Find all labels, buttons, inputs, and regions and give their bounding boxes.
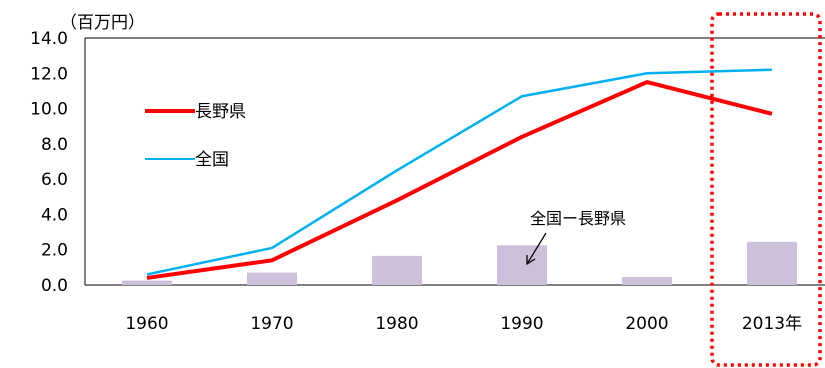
series-line-national: [146, 68, 773, 276]
y-tick-label: 14.0: [30, 29, 68, 49]
y-tick-labels: 0.0 2.0 4.0 6.0 8.0 10.0 12.0 14.0: [30, 29, 68, 296]
x-tick-label: 1990: [500, 314, 543, 334]
y-tick-label: 12.0: [30, 64, 68, 84]
series-line-nagano: [146, 80, 773, 280]
highlight-box-2013: [710, 12, 822, 367]
x-tick-label: 1960: [125, 314, 168, 334]
legend: 長野県 全国: [145, 102, 246, 170]
difference-bar: [747, 241, 797, 285]
y-tick-label: 8.0: [41, 135, 68, 155]
x-tick-labels: 1960 1970 1980 1990 2000 2013年: [125, 314, 802, 334]
difference-bar: [622, 277, 672, 285]
difference-bar: [247, 272, 297, 285]
bars-group: [122, 241, 797, 285]
y-tick-label: 2.0: [41, 241, 68, 261]
y-tick-label: 6.0: [41, 170, 68, 190]
y-tick-label: 10.0: [30, 100, 68, 120]
x-tick-label: 1970: [250, 314, 293, 334]
unit-label: （百万円）: [60, 13, 145, 33]
legend-label-nagano: 長野県: [195, 102, 246, 122]
x-tick-label: 1980: [375, 314, 418, 334]
annotation-label: 全国ー長野県: [530, 209, 626, 228]
y-tick-label: 4.0: [41, 205, 68, 225]
difference-bar: [122, 280, 172, 285]
annotation-arrow-head: [526, 255, 536, 266]
x-tick-label: 2013年: [742, 314, 802, 334]
legend-label-national: 全国: [195, 150, 229, 170]
lines-group: [146, 68, 773, 280]
annotation-arrow-line: [526, 232, 547, 265]
difference-bar: [497, 245, 547, 285]
plot-area: [84, 37, 825, 286]
y-tick-label: 0.0: [41, 276, 68, 296]
x-tick-label: 2000: [625, 314, 668, 334]
difference-bar: [372, 255, 422, 285]
bar-annotation: 全国ー長野県: [526, 209, 626, 266]
